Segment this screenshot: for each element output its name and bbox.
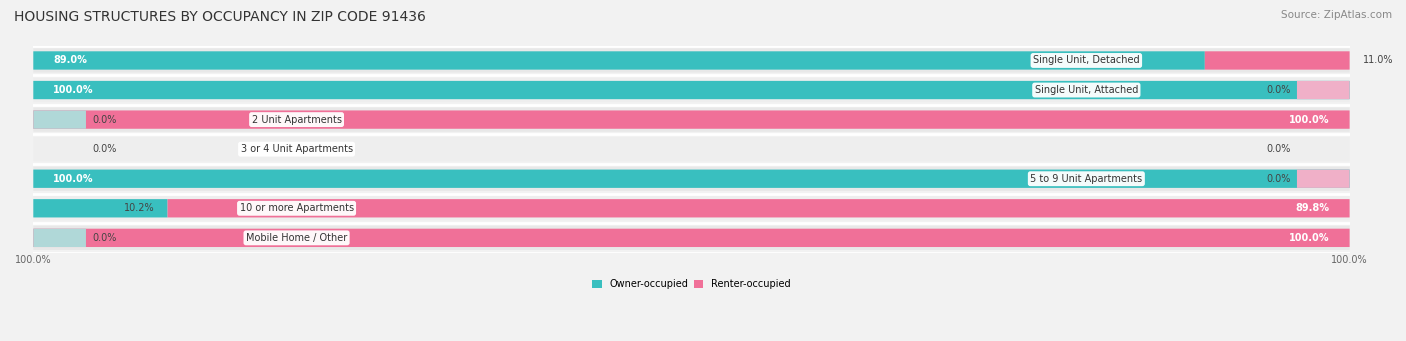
FancyBboxPatch shape — [34, 110, 1350, 129]
Text: 3 or 4 Unit Apartments: 3 or 4 Unit Apartments — [240, 144, 353, 154]
Text: 100.0%: 100.0% — [53, 85, 94, 95]
Text: 100.0%: 100.0% — [1289, 115, 1330, 124]
Text: Source: ZipAtlas.com: Source: ZipAtlas.com — [1281, 10, 1392, 20]
FancyBboxPatch shape — [34, 196, 1350, 220]
FancyBboxPatch shape — [34, 78, 1350, 102]
Text: 89.0%: 89.0% — [53, 56, 87, 65]
Text: Single Unit, Detached: Single Unit, Detached — [1033, 56, 1140, 65]
Text: 2 Unit Apartments: 2 Unit Apartments — [252, 115, 342, 124]
Text: Single Unit, Attached: Single Unit, Attached — [1035, 85, 1137, 95]
FancyBboxPatch shape — [34, 167, 1350, 191]
FancyBboxPatch shape — [34, 48, 1350, 73]
FancyBboxPatch shape — [34, 137, 1350, 161]
FancyBboxPatch shape — [1296, 169, 1350, 188]
Legend: Owner-occupied, Renter-occupied: Owner-occupied, Renter-occupied — [588, 276, 794, 293]
FancyBboxPatch shape — [34, 107, 1350, 132]
Text: 0.0%: 0.0% — [93, 115, 117, 124]
Text: HOUSING STRUCTURES BY OCCUPANCY IN ZIP CODE 91436: HOUSING STRUCTURES BY OCCUPANCY IN ZIP C… — [14, 10, 426, 24]
FancyBboxPatch shape — [1296, 81, 1350, 99]
FancyBboxPatch shape — [34, 169, 1350, 188]
Text: 0.0%: 0.0% — [1265, 144, 1291, 154]
Text: 5 to 9 Unit Apartments: 5 to 9 Unit Apartments — [1031, 174, 1143, 184]
Text: 0.0%: 0.0% — [93, 233, 117, 243]
Text: 0.0%: 0.0% — [1265, 85, 1291, 95]
FancyBboxPatch shape — [34, 51, 1205, 70]
Text: 100.0%: 100.0% — [1289, 233, 1330, 243]
Text: 0.0%: 0.0% — [93, 144, 117, 154]
FancyBboxPatch shape — [34, 81, 1350, 99]
FancyBboxPatch shape — [1205, 51, 1350, 70]
Text: 100.0%: 100.0% — [53, 174, 94, 184]
Text: 10 or more Apartments: 10 or more Apartments — [239, 203, 354, 213]
FancyBboxPatch shape — [34, 199, 167, 218]
Text: 0.0%: 0.0% — [1265, 174, 1291, 184]
Text: 11.0%: 11.0% — [1362, 56, 1393, 65]
Text: Mobile Home / Other: Mobile Home / Other — [246, 233, 347, 243]
Text: 89.8%: 89.8% — [1296, 203, 1330, 213]
FancyBboxPatch shape — [34, 229, 86, 247]
FancyBboxPatch shape — [34, 226, 1350, 250]
FancyBboxPatch shape — [34, 229, 1350, 247]
FancyBboxPatch shape — [34, 110, 86, 129]
Text: 10.2%: 10.2% — [124, 203, 155, 213]
FancyBboxPatch shape — [167, 199, 1350, 218]
